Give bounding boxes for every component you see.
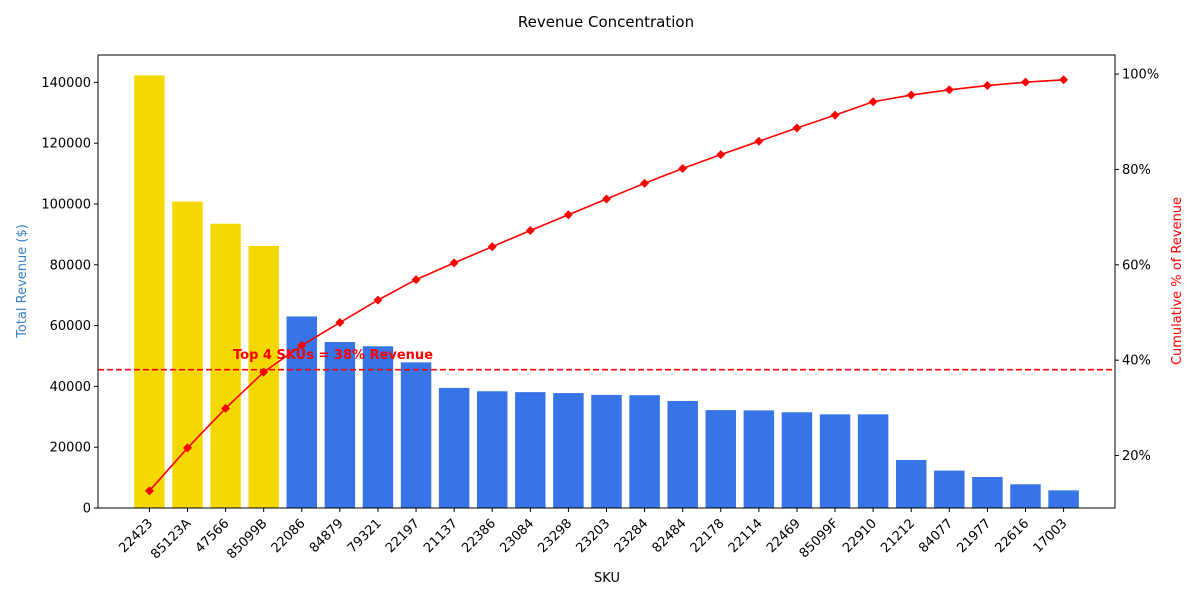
- bar-22910: [857, 414, 889, 508]
- cumulative-point-79321: [373, 295, 383, 305]
- y-left-tick-label: 40000: [50, 380, 91, 395]
- x-tick-label: 22197: [383, 516, 423, 556]
- x-tick-label: 22086: [269, 516, 309, 556]
- y-right-tick-label: 80%: [1122, 163, 1151, 178]
- x-axis-label: SKU: [594, 571, 620, 586]
- cumulative-point-22178: [716, 150, 726, 160]
- bar-85099F: [819, 414, 851, 508]
- bar-23084: [515, 392, 546, 508]
- cumulative-point-21977: [982, 81, 992, 91]
- bar-85123A: [172, 201, 203, 508]
- x-tick-label: 85099F: [797, 516, 842, 561]
- x-tick-label: 79321: [345, 516, 385, 556]
- cumulative-point-85123A: [183, 443, 193, 453]
- y-right-tick-label: 20%: [1122, 449, 1151, 464]
- x-tick-label: 21212: [878, 516, 918, 556]
- bar-84077: [934, 470, 965, 508]
- x-tick-label: 22616: [992, 516, 1032, 556]
- bar-22469: [781, 412, 813, 508]
- y-left-tick-label: 100000: [41, 197, 91, 212]
- x-tick-label: 23298: [535, 516, 575, 556]
- cumulative-point-22386: [487, 242, 497, 252]
- y-right-tick-label: 100%: [1122, 68, 1159, 83]
- y-axis-right-label: Cumulative % of Revenue: [1170, 197, 1185, 365]
- plot-area: 0 20000 40000 60000 80000 100000 120000 140000 2…: [41, 54, 1159, 562]
- cumulative-point-22423: [144, 486, 154, 496]
- bar-22423: [134, 75, 165, 508]
- cumulative-point-84077: [944, 85, 954, 95]
- y-left-tick-label: 80000: [50, 258, 91, 273]
- cumulative-point-84879: [335, 318, 345, 328]
- x-tick-label: 84077: [916, 516, 956, 556]
- x-tick-label: 21137: [421, 516, 461, 556]
- x-tick-label: 22178: [688, 516, 728, 556]
- x-tick-label: 23203: [573, 516, 613, 556]
- x-tick-label: 17003: [1031, 516, 1071, 556]
- y-left-tick-label: 0: [83, 502, 91, 517]
- y-left-tick-label: 20000: [50, 441, 91, 456]
- cumulative-point-47566: [221, 403, 231, 413]
- x-tick-label: 23084: [497, 516, 537, 556]
- cumulative-point-22616: [1020, 77, 1030, 87]
- threshold-annotation: Top 4 SKUs = 38% Revenue: [233, 348, 433, 363]
- cumulative-point-22910: [868, 97, 878, 107]
- x-tick-label: 85099B: [224, 516, 270, 562]
- cumulative-point-85099F: [830, 110, 840, 120]
- bar-21137: [438, 387, 470, 508]
- bar-22178: [705, 410, 737, 508]
- x-tick-label: 22386: [459, 516, 499, 556]
- bar-85099B: [248, 245, 279, 508]
- y-left-tick-label: 120000: [41, 137, 91, 152]
- cumulative-point-23084: [525, 225, 535, 235]
- x-tick-label: 22114: [726, 516, 766, 556]
- y-right-tick-label: 60%: [1122, 258, 1151, 273]
- y-axis-left-label: Total Revenue ($): [15, 224, 30, 339]
- bar-22386: [476, 391, 508, 508]
- bar-82484: [667, 400, 698, 508]
- bar-23203: [591, 394, 622, 508]
- cumulative-point-82484: [678, 163, 688, 173]
- cumulative-point-21137: [449, 258, 459, 268]
- bar-79321: [362, 346, 394, 508]
- bar-17003: [1048, 490, 1079, 508]
- bar-23298: [553, 393, 584, 508]
- bar-47566: [210, 223, 241, 508]
- y-right-tick-label: 40%: [1122, 354, 1151, 369]
- cumulative-point-22197: [411, 275, 421, 285]
- bar-21212: [895, 459, 927, 508]
- bar-22114: [743, 410, 775, 508]
- bar-23284: [629, 395, 660, 508]
- cumulative-point-23203: [602, 194, 611, 204]
- x-tick-label: 21977: [954, 516, 994, 556]
- bar-22616: [1010, 484, 1041, 508]
- x-tick-label: 22910: [840, 516, 880, 556]
- y-left-tick-label: 140000: [41, 76, 91, 91]
- bar-22197: [400, 362, 432, 508]
- cumulative-point-22469: [792, 123, 802, 133]
- x-tick-label: 23284: [612, 516, 652, 556]
- bar-21977: [972, 476, 1003, 508]
- bar-84879: [324, 342, 356, 508]
- x-tick-label: 84879: [307, 516, 347, 556]
- cumulative-point-23284: [640, 178, 650, 188]
- cumulative-point-17003: [1059, 75, 1069, 85]
- cumulative-point-85099B: [259, 367, 269, 377]
- y-left-tick-label: 60000: [50, 319, 91, 334]
- x-tick-label: 82484: [650, 516, 690, 556]
- cumulative-point-22086: [297, 340, 307, 350]
- cumulative-point-22114: [754, 136, 764, 146]
- cumulative-point-21212: [906, 90, 916, 100]
- chart-title: Revenue Concentration: [518, 13, 694, 31]
- cumulative-point-23298: [563, 210, 573, 220]
- x-tick-label: 85123A: [148, 516, 194, 562]
